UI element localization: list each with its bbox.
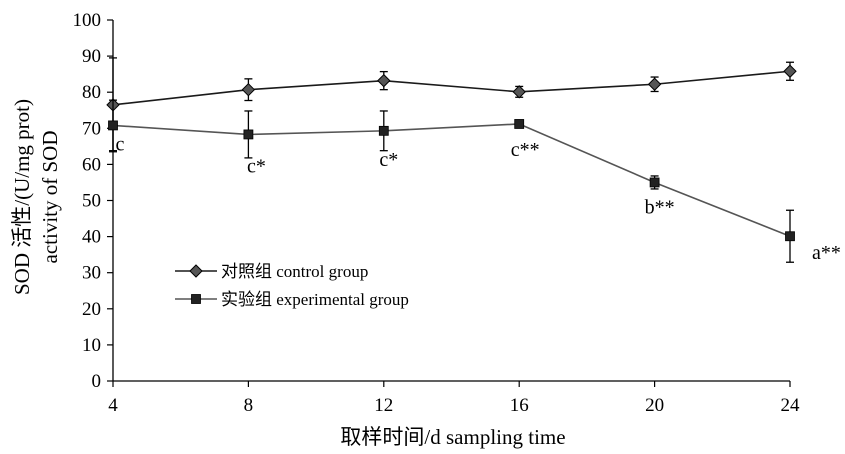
significance-label: c** [511,139,540,161]
legend-marker-1 [191,294,201,304]
x-tick-label: 12 [374,395,393,416]
y-axis-title-line1: SOD 活性/(U/mg prot) [10,99,34,295]
y-tick-label: 100 [73,10,102,31]
legend: 对照组 control group 实验组 experimental group [175,262,409,309]
series-1-line [112,123,791,237]
series-1-point [243,129,254,140]
series-layer: c c* c* c** b** a** [106,57,841,264]
series-0-line [112,70,791,106]
series-0 [106,57,797,153]
series-1-point [514,119,525,129]
legend-label-1: 实验组 experimental group [221,290,409,309]
significance-label: b** [645,196,675,218]
x-axis-title: 取样时间/d sampling time [340,425,565,449]
y-tick-label: 80 [82,82,101,103]
significance-label: c* [379,149,398,171]
y-tick-label: 30 [82,263,101,284]
series-0-point [783,64,797,78]
x-tick-label: 8 [244,395,254,416]
series-1-point [785,231,795,242]
series-0-point [512,85,526,99]
y-tick-label: 60 [82,154,101,175]
significance-label: a** [812,242,841,264]
series-0-point [377,73,391,88]
series-1-point [108,120,118,131]
x-tick-label: 4 [108,395,118,416]
y-tick-label: 50 [82,191,101,212]
y-tick-label: 10 [82,335,101,356]
y-axis-title-line2: activity of SOD [38,131,62,264]
axes: 0 10 20 30 40 50 60 70 80 90 100 4 8 12 16 20 24 [73,10,801,416]
significance-label: c [116,133,125,155]
x-tick-label: 20 [645,395,664,416]
series-0-point [241,82,256,97]
significance-label: c* [247,155,266,177]
series-0-point [647,77,662,91]
series-1-point [378,125,389,136]
y-tick-label: 0 [92,371,102,392]
y-axis-title-1-group: SOD 活性/(U/mg prot) [10,99,34,295]
y-tick-label: 40 [82,227,101,248]
legend-label-0: 对照组 control group [221,262,368,281]
series-1 [108,99,795,263]
x-tick-label: 24 [781,395,801,416]
y-tick-label: 20 [82,299,101,320]
y-tick-label: 70 [82,118,101,139]
y-tick-label: 90 [82,46,101,67]
series-1-point [649,177,660,188]
legend-marker-0 [189,264,203,278]
x-tick-label: 16 [510,395,529,416]
y-axis-title-2-group: activity of SOD [38,131,62,264]
